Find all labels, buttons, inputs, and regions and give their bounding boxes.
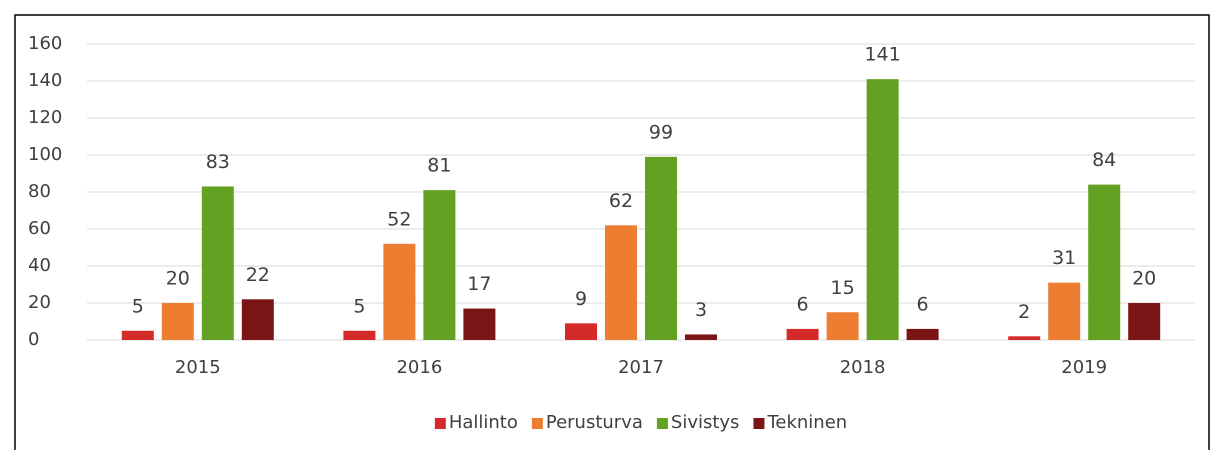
legend-swatch [753, 418, 765, 429]
bar [1128, 303, 1161, 340]
y-tick-label: 60 [28, 218, 51, 239]
bar [423, 190, 456, 340]
x-tick-label: 2018 [840, 357, 886, 378]
legend-swatch [434, 418, 446, 429]
data-label: 31 [1052, 247, 1076, 269]
y-tick-label: 160 [28, 33, 62, 54]
frame [14, 14, 1210, 450]
bar [786, 328, 819, 340]
bar [1048, 282, 1081, 340]
bar [685, 334, 717, 340]
x-tick-label: 2019 [1061, 357, 1107, 378]
data-label: 20 [166, 268, 190, 290]
y-tick-label: 140 [28, 70, 62, 91]
legend-swatch [656, 418, 668, 429]
y-tick-label: 100 [28, 144, 62, 165]
legend-label: Sivistys [671, 412, 740, 433]
data-label: 5 [132, 295, 144, 317]
bar [565, 323, 597, 340]
data-label: 2 [1018, 301, 1030, 323]
data-label: 20 [1132, 268, 1156, 290]
data-label: 84 [1092, 149, 1116, 171]
y-tick-label: 0 [28, 329, 39, 350]
y-tick-label: 120 [28, 107, 62, 128]
bar [605, 225, 637, 340]
bar [1088, 184, 1121, 340]
y-tick-label: 80 [28, 181, 51, 202]
bar [463, 308, 496, 340]
bar [121, 330, 154, 340]
y-tick-label: 40 [28, 255, 51, 276]
bar [201, 186, 234, 340]
data-label: 81 [427, 155, 451, 177]
data-label: 22 [246, 264, 270, 286]
bar [866, 79, 899, 341]
data-label: 62 [609, 190, 633, 212]
bar [383, 243, 416, 340]
y-tick-label: 20 [28, 292, 51, 313]
data-label: 52 [387, 208, 411, 230]
bar [906, 328, 939, 340]
bar [826, 312, 859, 340]
data-label: 99 [649, 121, 673, 143]
legend-label: Hallinto [449, 412, 518, 433]
bar [343, 330, 376, 340]
bar [645, 156, 677, 340]
bar [161, 303, 194, 340]
bar [1008, 336, 1041, 340]
x-tick-label: 2016 [396, 357, 442, 378]
data-label: 6 [917, 293, 929, 315]
data-label: 3 [695, 299, 707, 321]
x-tick-label: 2017 [618, 357, 664, 378]
data-label: 141 [864, 44, 900, 66]
x-tick-label: 2015 [175, 357, 221, 378]
bar [241, 299, 274, 340]
data-label: 17 [467, 273, 491, 295]
data-label: 5 [353, 295, 365, 317]
data-label: 15 [831, 277, 855, 299]
legend-label: Perusturva [546, 412, 643, 433]
data-label: 83 [206, 151, 230, 173]
legend-label: Tekninen [766, 412, 847, 433]
data-label: 6 [797, 293, 809, 315]
legend-swatch [531, 418, 543, 429]
data-label: 9 [575, 288, 587, 310]
